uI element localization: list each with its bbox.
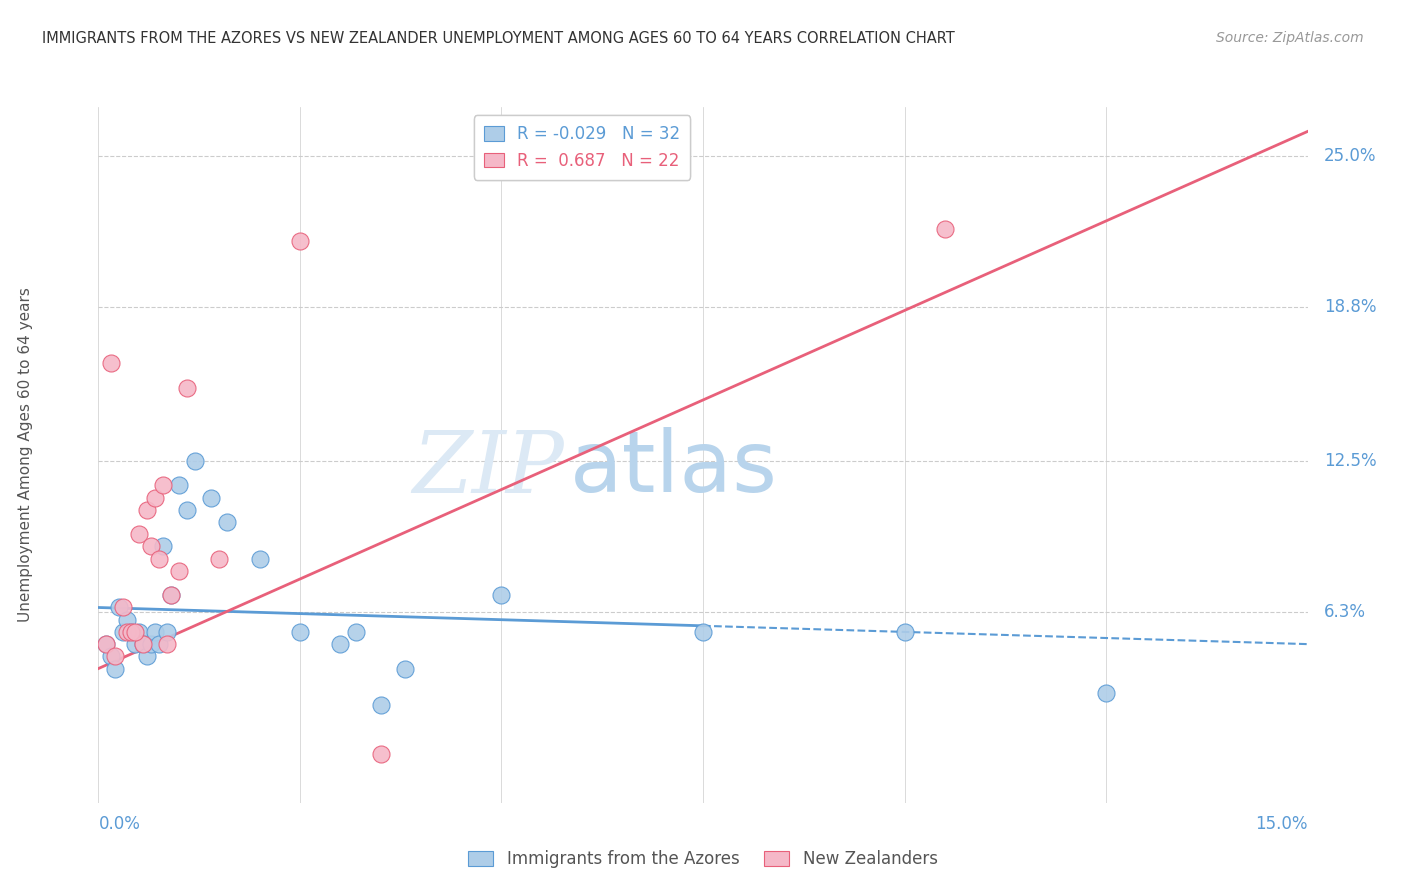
Point: [329, 637, 352, 651]
Text: 15.0%: 15.0%: [1256, 815, 1308, 833]
Text: atlas: atlas: [569, 427, 778, 510]
Point: [111, 624, 134, 639]
Point: [249, 551, 271, 566]
Point: [160, 588, 183, 602]
Point: [132, 637, 155, 651]
Text: IMMIGRANTS FROM THE AZORES VS NEW ZEALANDER UNEMPLOYMENT AMONG AGES 60 TO 64 YEA: IMMIGRANTS FROM THE AZORES VS NEW ZEALAN…: [42, 31, 955, 46]
Point: [143, 491, 166, 505]
Point: [160, 588, 183, 602]
Point: [288, 624, 311, 639]
Point: [139, 540, 162, 554]
Point: [115, 613, 138, 627]
Point: [115, 624, 138, 639]
Point: [135, 649, 157, 664]
Text: 12.5%: 12.5%: [1323, 452, 1376, 470]
Point: [370, 698, 392, 713]
Point: [120, 624, 142, 639]
Point: [184, 454, 207, 468]
Text: 18.8%: 18.8%: [1323, 298, 1376, 317]
Point: [370, 747, 392, 761]
Point: [692, 624, 714, 639]
Point: [103, 649, 125, 664]
Point: [167, 478, 190, 492]
Legend: R = -0.029   N = 32, R =  0.687   N = 22: R = -0.029 N = 32, R = 0.687 N = 22: [474, 115, 690, 179]
Point: [100, 649, 122, 664]
Point: [103, 661, 125, 675]
Point: [208, 551, 231, 566]
Point: [120, 624, 142, 639]
Point: [96, 637, 118, 651]
Text: Unemployment Among Ages 60 to 64 years: Unemployment Among Ages 60 to 64 years: [18, 287, 34, 623]
Point: [148, 551, 170, 566]
Text: 0.0%: 0.0%: [98, 815, 141, 833]
Point: [96, 637, 118, 651]
Point: [139, 637, 162, 651]
Point: [167, 564, 190, 578]
Point: [1095, 686, 1118, 700]
Point: [135, 503, 157, 517]
Point: [893, 624, 915, 639]
Point: [176, 381, 198, 395]
Point: [934, 222, 956, 236]
Point: [491, 588, 513, 602]
Point: [200, 491, 222, 505]
Point: [344, 624, 367, 639]
Text: Source: ZipAtlas.com: Source: ZipAtlas.com: [1216, 31, 1364, 45]
Point: [156, 637, 179, 651]
Point: [124, 637, 146, 651]
Point: [288, 235, 311, 249]
Point: [217, 515, 239, 529]
Point: [152, 478, 174, 492]
Point: [100, 356, 122, 370]
Point: [394, 661, 416, 675]
Point: [111, 600, 134, 615]
Point: [156, 624, 179, 639]
Text: ZIP: ZIP: [412, 427, 564, 510]
Point: [148, 637, 170, 651]
Text: 25.0%: 25.0%: [1323, 147, 1376, 165]
Point: [107, 600, 129, 615]
Text: 6.3%: 6.3%: [1323, 603, 1365, 622]
Point: [132, 637, 155, 651]
Point: [124, 624, 146, 639]
Point: [152, 540, 174, 554]
Point: [176, 503, 198, 517]
Point: [128, 527, 150, 541]
Point: [143, 624, 166, 639]
Point: [128, 624, 150, 639]
Legend: Immigrants from the Azores, New Zealanders: Immigrants from the Azores, New Zealande…: [461, 844, 945, 875]
